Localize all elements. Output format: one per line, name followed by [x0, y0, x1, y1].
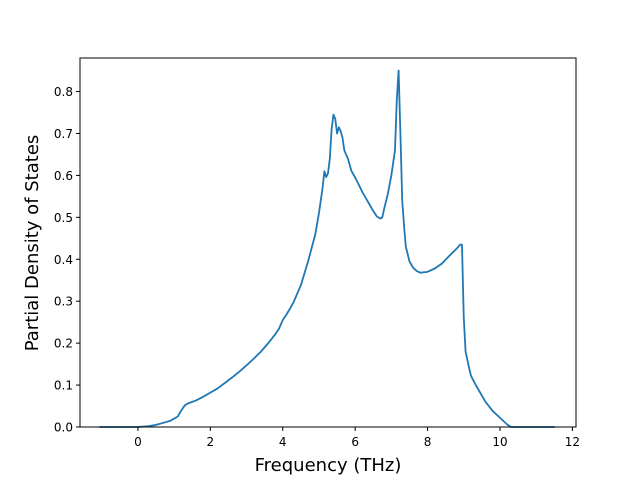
- y-tick-label: 0.7: [54, 127, 73, 141]
- x-axis-label: Frequency (THz): [255, 455, 402, 476]
- x-tick-label: 0: [134, 435, 142, 449]
- x-tick-label: 4: [279, 435, 287, 449]
- y-tick-label: 0.2: [54, 337, 73, 351]
- plot-area: [99, 69, 556, 428]
- y-axis-ticks: 0.0 0.1 0.2 0.3 0.4 0.5 0.6 0.7 0.8: [54, 85, 80, 435]
- y-tick-label: 0.5: [54, 211, 73, 225]
- y-tick-label: 0.6: [54, 169, 73, 183]
- x-tick-label: 8: [424, 435, 432, 449]
- y-tick-label: 0.4: [54, 253, 73, 267]
- y-tick-label: 0.0: [54, 421, 73, 435]
- x-tick-label: 12: [565, 435, 580, 449]
- series-line-0: [99, 69, 556, 428]
- x-tick-label: 10: [492, 435, 507, 449]
- axes-frame: [79, 57, 577, 428]
- y-tick-label: 0.3: [54, 295, 73, 309]
- x-tick-label: 2: [207, 435, 215, 449]
- x-tick-label: 6: [351, 435, 359, 449]
- y-tick-label: 0.1: [54, 379, 73, 393]
- y-tick-label: 0.8: [54, 85, 73, 99]
- x-axis-ticks: 0 2 4 6 8 10 12: [134, 427, 580, 449]
- y-axis-label: Partial Density of States: [22, 135, 43, 352]
